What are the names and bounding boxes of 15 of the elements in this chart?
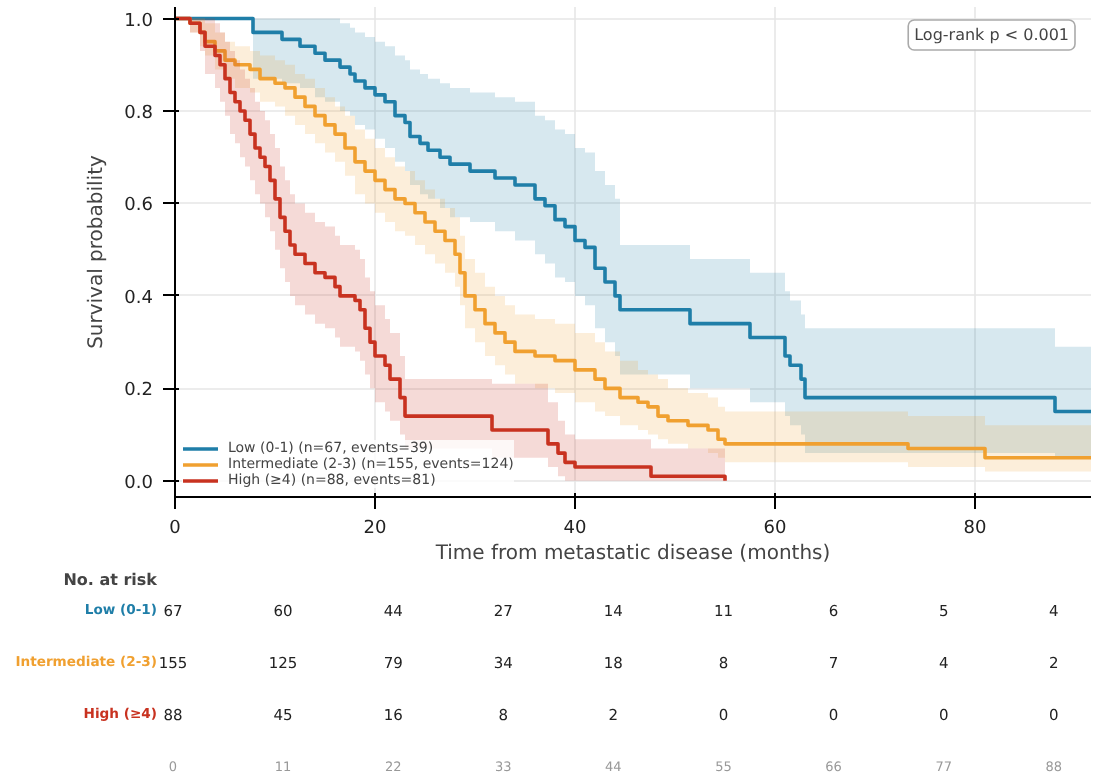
y-tick-label: 0.0	[124, 473, 154, 494]
x-tick-label: 60	[763, 519, 787, 539]
chart-title: No. at risk	[63, 571, 159, 589]
x-tick-label: 80	[963, 519, 987, 539]
annotation: Log-rank p < 0.001	[914, 26, 1070, 44]
y-tick-label: 0.4	[124, 288, 154, 309]
y-tick-label: 0.2	[124, 381, 154, 402]
x-tick-label: 40	[563, 519, 587, 539]
y-axis-title: Survival probability	[86, 154, 109, 349]
x-tick-label: 20	[363, 519, 387, 539]
x-axis-title: Time from metastatic disease (months)	[433, 543, 831, 565]
y-tick-label: 0.8	[124, 104, 154, 125]
y-tick-label: 1.0	[124, 11, 154, 32]
y-tick-label: 0.6	[124, 196, 154, 217]
x-tick-label: 0	[169, 519, 182, 539]
